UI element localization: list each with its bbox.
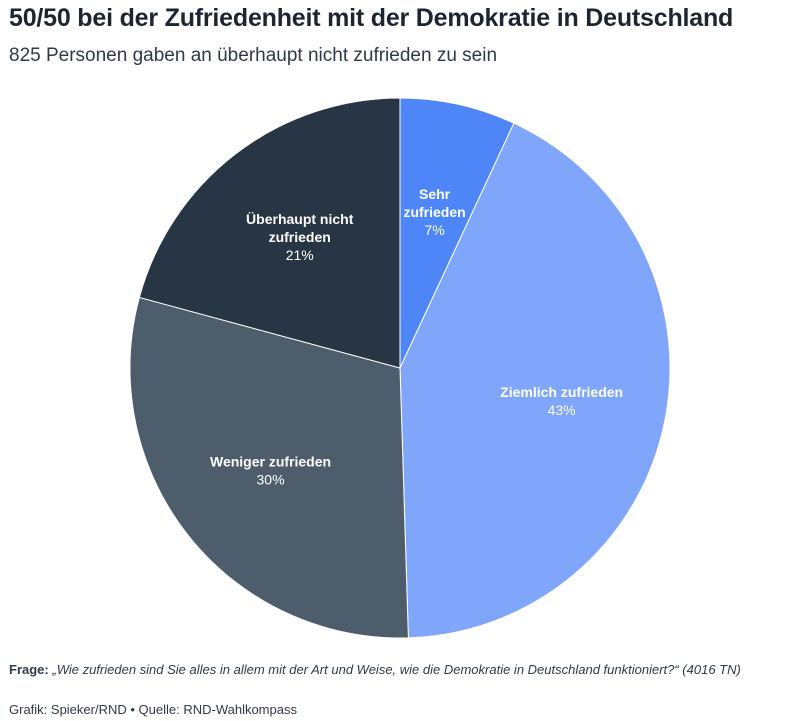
slice-value: 30% (257, 471, 285, 487)
credits: Grafik: Spieker/RND • Quelle: RND-Wahlko… (9, 702, 297, 717)
slice-label-ziemlich-zufrieden: Ziemlich zufrieden 43% (500, 384, 623, 418)
slice-label-ueberhaupt-nicht-zufrieden: Überhaupt nicht zufrieden 21% (246, 211, 354, 263)
slice-name-line: zufrieden (269, 229, 331, 245)
slice-value: 43% (548, 402, 576, 418)
slice-name-line: Überhaupt nicht (246, 211, 354, 227)
slice-value: 7% (424, 222, 444, 238)
slice-name-line: Ziemlich zufrieden (500, 384, 623, 400)
question-label: Frage: (9, 662, 49, 677)
chart-title: 50/50 bei der Zufriedenheit mit der Demo… (9, 4, 734, 32)
slice-name-line: Sehr (419, 186, 451, 202)
pie-slice-sehr-zufrieden (399, 97, 515, 369)
slice-label-sehr-zufrieden: Sehr zufrieden 7% (403, 186, 465, 238)
question-text: „Wie zufrieden sind Sie alles in allem m… (52, 662, 741, 677)
slice-name-line: zufrieden (403, 204, 465, 220)
chart-subtitle: 825 Personen gaben an überhaupt nicht zu… (9, 45, 498, 66)
pie-slice-ueberhaupt-nicht-zufrieden (138, 97, 401, 369)
slice-name-line: Weniger zufrieden (210, 453, 331, 469)
pie-slice-weniger-zufrieden (129, 296, 409, 639)
pie-chart: Sehr zufrieden 7% Ziemlich zufrieden 43% Weni… (129, 97, 671, 639)
slice-label-weniger-zufrieden: Weniger zufrieden 30% (210, 453, 331, 487)
pie-slice-ziemlich-zufrieden (399, 122, 671, 639)
slice-value: 21% (286, 247, 314, 263)
question-note: Frage: „Wie zufrieden sind Sie alles in … (9, 661, 794, 678)
